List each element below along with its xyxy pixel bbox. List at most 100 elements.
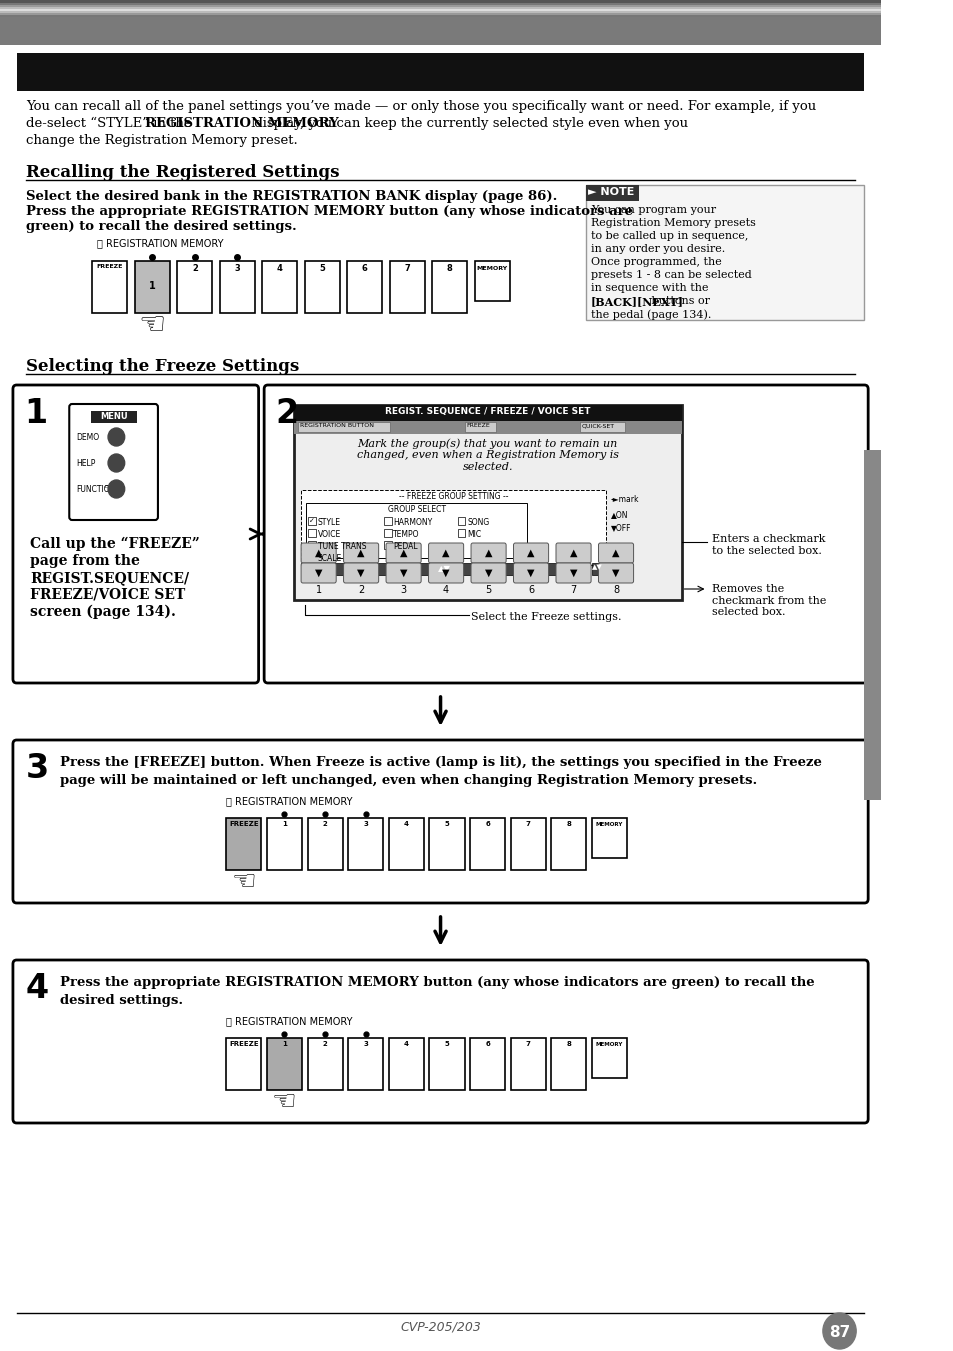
Bar [262, 261, 297, 313]
Bar [389, 1038, 423, 1090]
Text: de-select “STYLE” in the: de-select “STYLE” in the [26, 118, 195, 130]
FancyBboxPatch shape [471, 563, 506, 584]
Text: 3: 3 [26, 753, 49, 785]
Bar [585, 185, 639, 201]
Text: 4: 4 [276, 263, 282, 273]
Bar [305, 503, 527, 558]
Text: ☜: ☜ [272, 1088, 296, 1116]
Text: HELP: HELP [76, 459, 96, 467]
FancyBboxPatch shape [13, 961, 867, 1123]
Text: 4: 4 [403, 1042, 409, 1047]
Text: ▼: ▼ [399, 567, 407, 578]
Text: REGIST.SEQUENCE/: REGIST.SEQUENCE/ [30, 571, 190, 585]
Text: ▲: ▲ [569, 549, 577, 558]
Text: HARMONY: HARMONY [393, 517, 433, 527]
Text: ▲: ▲ [357, 549, 364, 558]
Text: change the Registration Memory preset.: change the Registration Memory preset. [26, 134, 297, 147]
Bar [457, 530, 465, 536]
FancyBboxPatch shape [13, 385, 258, 684]
Text: Removes the
checkmark from the
selected box.: Removes the checkmark from the selected … [711, 584, 825, 617]
Text: MIC: MIC [467, 530, 481, 539]
Bar [308, 517, 315, 526]
Text: ▼: ▼ [357, 567, 364, 578]
Text: 5: 5 [444, 1042, 449, 1047]
Bar [91, 411, 136, 423]
Bar [863, 450, 881, 800]
Text: ▲ON: ▲ON [610, 509, 627, 519]
Text: Saving and Recalling Custom Panel Setups — Registration Memory: Saving and Recalling Custom Panel Setups… [208, 24, 672, 38]
FancyBboxPatch shape [301, 563, 335, 584]
Text: Recalling the Registered Settings: Recalling the Registered Settings [26, 163, 339, 181]
Bar [592, 1038, 626, 1078]
Text: desired settings.: desired settings. [60, 994, 183, 1006]
Text: display, you can keep the currently selected style even when you: display, you can keep the currently sele… [250, 118, 687, 130]
Text: 7: 7 [525, 821, 530, 827]
Text: ☜: ☜ [232, 867, 256, 896]
Text: 1: 1 [315, 585, 321, 594]
Text: ▼: ▼ [484, 567, 492, 578]
FancyBboxPatch shape [264, 385, 867, 684]
Text: 4: 4 [26, 971, 49, 1005]
Bar [267, 817, 302, 870]
Bar [219, 261, 254, 313]
Bar [389, 817, 423, 870]
Bar [579, 422, 624, 432]
Bar [592, 817, 626, 858]
Text: You can recall all of the panel settings you’ve made — or only those you specifi: You can recall all of the panel settings… [26, 100, 815, 113]
Text: MEMORY: MEMORY [596, 1042, 622, 1047]
Text: 8: 8 [613, 585, 618, 594]
Text: ▼OFF: ▼OFF [610, 523, 630, 532]
Text: TEMPO: TEMPO [393, 530, 419, 539]
Text: Selecting the Freeze Settings: Selecting the Freeze Settings [26, 358, 299, 376]
FancyBboxPatch shape [428, 563, 463, 584]
Text: 7: 7 [404, 263, 410, 273]
FancyBboxPatch shape [428, 543, 463, 563]
Text: 6: 6 [527, 585, 534, 594]
FancyBboxPatch shape [598, 543, 633, 563]
Text: Select the Freeze settings.: Select the Freeze settings. [471, 612, 620, 621]
Text: 3: 3 [363, 821, 368, 827]
Text: 2: 2 [322, 1042, 327, 1047]
Bar [0, 7, 881, 9]
Text: ▲▼: ▲▼ [437, 563, 450, 573]
Bar [0, 9, 881, 11]
Bar [390, 261, 424, 313]
Bar [0, 3, 881, 5]
FancyBboxPatch shape [13, 740, 867, 902]
Text: Call up the “FREEZE”: Call up the “FREEZE” [30, 536, 200, 551]
Text: ▲: ▲ [442, 549, 450, 558]
Bar [226, 817, 261, 870]
Bar [304, 261, 339, 313]
Bar [0, 18, 881, 45]
Bar [0, 11, 881, 14]
FancyBboxPatch shape [343, 563, 378, 584]
Bar [429, 817, 464, 870]
Text: MENU: MENU [100, 412, 128, 422]
Circle shape [108, 454, 125, 471]
Text: 2: 2 [322, 821, 327, 827]
Text: SONG: SONG [467, 517, 489, 527]
Text: ▲: ▲ [527, 549, 535, 558]
FancyBboxPatch shape [343, 543, 378, 563]
Text: [BACK][NEXT]: [BACK][NEXT] [591, 296, 683, 307]
Text: Press the appropriate REGISTRATION MEMORY button (any whose indicators are green: Press the appropriate REGISTRATION MEMOR… [60, 975, 814, 989]
Bar [384, 530, 391, 536]
Bar [0, 14, 881, 15]
Text: to be called up in sequence,: to be called up in sequence, [591, 231, 748, 240]
Bar [347, 261, 382, 313]
Text: FREEZE: FREEZE [229, 1042, 258, 1047]
Text: 8: 8 [446, 263, 452, 273]
FancyBboxPatch shape [598, 563, 633, 584]
Bar [0, 0, 881, 3]
Bar [310, 563, 587, 576]
Text: TUNE TRANS: TUNE TRANS [317, 542, 366, 551]
Bar [470, 817, 505, 870]
Bar [551, 817, 586, 870]
Text: PEDAL: PEDAL [393, 542, 417, 551]
Bar [348, 817, 383, 870]
Circle shape [108, 428, 125, 446]
Text: screen (page 134).: screen (page 134). [30, 605, 176, 619]
Text: FUNCTION: FUNCTION [76, 485, 116, 494]
Bar [592, 563, 602, 576]
Text: 3: 3 [400, 585, 406, 594]
